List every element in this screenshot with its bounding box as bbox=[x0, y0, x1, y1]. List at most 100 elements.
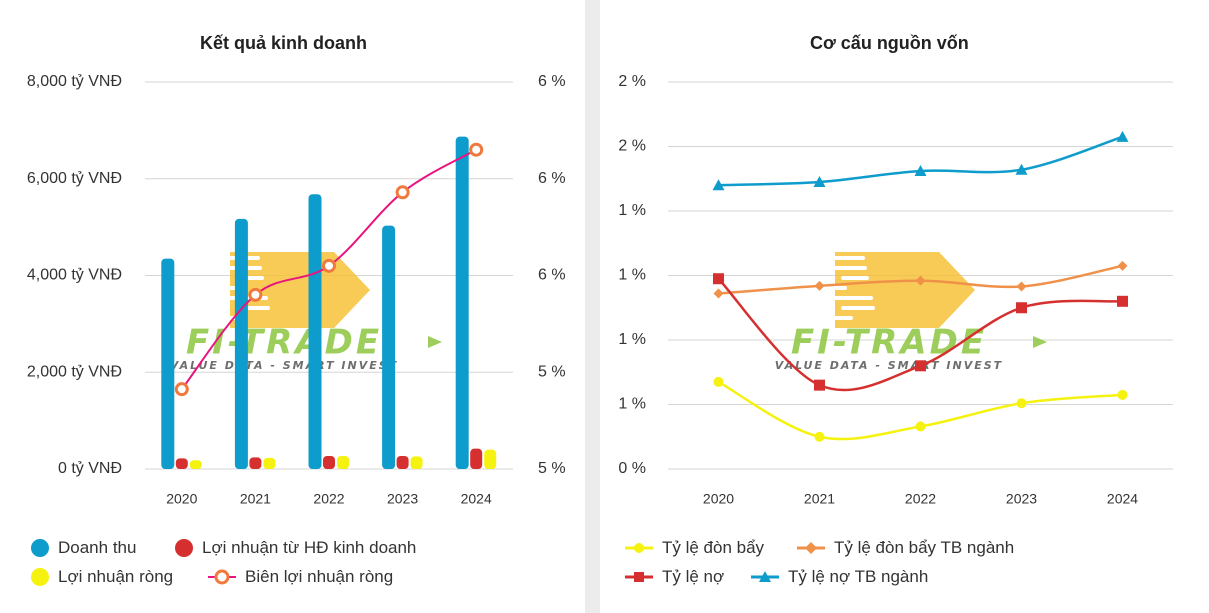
legend-label: Lợi nhuận ròng bbox=[58, 567, 174, 586]
bar-2-2020 bbox=[189, 460, 202, 469]
legend-marker-ty-le-don-bay bbox=[625, 543, 653, 553]
capital-structure-chart: 0 % 1 % 1 % 1 % 1 % 2 % 2 % 2020 2021 2022 2023 202… bbox=[618, 73, 1173, 507]
legend-marker-loi-nhuan-hd bbox=[175, 539, 193, 557]
legend-label: Lợi nhuận từ HĐ kinh doanh bbox=[202, 538, 417, 557]
x-tick: 2022 bbox=[313, 491, 344, 507]
y-tick-left: 2,000 tỷ VNĐ bbox=[27, 363, 122, 380]
legend-marker-doanh-thu bbox=[31, 539, 49, 557]
series-2-point-2023 bbox=[1016, 302, 1027, 314]
bar-1-2020 bbox=[175, 458, 188, 469]
margin-point-2023 bbox=[395, 185, 410, 200]
watermark-tagline: VALUE DATA - SMART INVEST bbox=[170, 359, 398, 372]
series-1-point-2023 bbox=[1016, 281, 1027, 292]
capital-structure-panel: Cơ cấu nguồn vốn 0 % 1 % 1 % 1 % 1 % 2 % 2 % 20… bbox=[600, 0, 1209, 613]
series-3-point-2021 bbox=[813, 175, 826, 187]
legend-marker-loi-nhuan-rong bbox=[31, 568, 49, 586]
x-tick: 2020 bbox=[703, 491, 734, 507]
series-0-point-2020 bbox=[713, 376, 724, 387]
series-1-point-2020 bbox=[713, 288, 724, 299]
series-0-point-2023 bbox=[1016, 398, 1027, 409]
y-tick-left: 6,000 tỷ VNĐ bbox=[27, 170, 122, 187]
series-2-point-2022 bbox=[915, 360, 926, 372]
legend-marker-don-bay-tb-nganh bbox=[797, 542, 825, 554]
watermark-logo-stripe bbox=[825, 286, 847, 290]
legend-item-no-tb-nganh[interactable]: Tỷ lệ nợ TB ngành bbox=[750, 567, 928, 587]
margin-point-2021 bbox=[248, 287, 263, 302]
legend-item-don-bay-tb-nganh[interactable]: Tỷ lệ đòn bẩy TB ngành bbox=[796, 538, 1014, 558]
series-3-point-2020 bbox=[712, 179, 725, 191]
business-results-chart: 0 tỷ VNĐ 2,000 tỷ VNĐ 4,000 tỷ VNĐ 6,000 tỷ… bbox=[27, 73, 566, 507]
legend-item-doanh-thu[interactable]: Doanh thu bbox=[30, 538, 136, 558]
watermark-logo-stripe bbox=[833, 296, 873, 300]
margin-point-2022 bbox=[322, 258, 336, 273]
bar-0-2020 bbox=[161, 258, 175, 469]
bar-0-2024 bbox=[455, 136, 469, 469]
legend-item-ty-le-no[interactable]: Tỷ lệ nợ bbox=[624, 567, 724, 587]
watermark-logo-stripe bbox=[841, 276, 869, 280]
legend-label: Tỷ lệ nợ bbox=[662, 567, 725, 586]
y-tick-right: 5 % bbox=[538, 363, 566, 380]
y-tick-right: 6 % bbox=[538, 267, 566, 284]
watermark-logo-stripe bbox=[833, 266, 867, 270]
bar-2-2024 bbox=[484, 449, 497, 469]
y-tick: 1 % bbox=[618, 331, 646, 348]
business-results-panel: Kết quả kinh doanh 0 tỷ VNĐ 2,000 tỷ VNĐ 4… bbox=[0, 0, 585, 613]
y-tick: 1 % bbox=[618, 202, 646, 219]
watermark-brand: FI-TRADE bbox=[186, 323, 382, 363]
legend-marker-ty-le-no bbox=[625, 572, 653, 582]
watermark-arrow bbox=[428, 336, 442, 348]
series-2-point-2024 bbox=[1117, 295, 1128, 307]
y-tick-left: 0 tỷ VNĐ bbox=[58, 460, 122, 477]
bar-2-2022 bbox=[337, 455, 349, 469]
y-tick-right: 6 % bbox=[538, 170, 566, 187]
legend-item-loi-nhuan-hd[interactable]: Lợi nhuận từ HĐ kinh doanh bbox=[174, 538, 416, 558]
x-tick: 2023 bbox=[1006, 491, 1037, 507]
y-tick: 1 % bbox=[618, 396, 646, 413]
legend-label: Tỷ lệ nợ TB ngành bbox=[788, 567, 929, 586]
bar-0-2023 bbox=[382, 225, 396, 469]
y-tick-left: 4,000 tỷ VNĐ bbox=[27, 267, 122, 284]
bar-2-2023 bbox=[410, 456, 423, 469]
legend-label: Tỷ lệ đòn bẩy TB ngành bbox=[834, 538, 1015, 557]
x-tick: 2023 bbox=[387, 491, 418, 507]
y-tick-right: 6 % bbox=[538, 73, 566, 90]
series-2-point-2020 bbox=[713, 273, 724, 285]
series-0-point-2022 bbox=[915, 421, 926, 432]
x-tick: 2020 bbox=[166, 491, 197, 507]
series-0-point-2024 bbox=[1117, 389, 1128, 400]
y-tick-left: 8,000 tỷ VNĐ bbox=[27, 73, 122, 90]
watermark-logo-stripe bbox=[841, 306, 875, 310]
series-1-point-2022 bbox=[915, 275, 926, 286]
legend-marker-no-tb-nganh bbox=[751, 571, 779, 582]
margin-point-2024 bbox=[469, 142, 484, 157]
legend-item-ty-le-don-bay[interactable]: Tỷ lệ đòn bẩy bbox=[624, 538, 764, 558]
watermark-tagline: VALUE DATA - SMART INVEST bbox=[775, 359, 1003, 372]
series-0-point-2021 bbox=[814, 431, 825, 442]
y-tick: 2 % bbox=[618, 73, 646, 90]
series-3-point-2024 bbox=[1116, 130, 1129, 142]
y-tick: 0 % bbox=[618, 460, 646, 477]
legend-item-bien-loi-nhuan[interactable]: Biên lợi nhuận ròng bbox=[207, 567, 393, 587]
bar-1-2023 bbox=[396, 455, 409, 469]
legend-item-loi-nhuan-rong[interactable]: Lợi nhuận ròng bbox=[30, 567, 173, 587]
business-results-title: Kết quả kinh doanh bbox=[200, 33, 368, 53]
legend-label: Biên lợi nhuận ròng bbox=[245, 567, 394, 586]
series-line-3 bbox=[718, 135, 1123, 187]
watermark-logo-shape bbox=[835, 252, 975, 328]
x-tick: 2021 bbox=[804, 491, 835, 507]
series-3-point-2023 bbox=[1015, 163, 1028, 175]
bar-1-2022 bbox=[323, 455, 335, 469]
capital-structure-title: Cơ cấu nguồn vốn bbox=[810, 33, 969, 53]
bar-1-2021 bbox=[249, 457, 262, 469]
x-tick: 2021 bbox=[240, 491, 271, 507]
bar-0-2022 bbox=[308, 194, 322, 470]
margin-point-2020 bbox=[174, 382, 189, 397]
x-tick: 2024 bbox=[461, 491, 492, 507]
watermark-logo-stripe bbox=[825, 316, 853, 320]
series-1-point-2024 bbox=[1117, 260, 1128, 271]
legend-label: Tỷ lệ đòn bẩy bbox=[662, 538, 765, 557]
y-tick: 2 % bbox=[618, 138, 646, 155]
x-tick: 2022 bbox=[905, 491, 936, 507]
